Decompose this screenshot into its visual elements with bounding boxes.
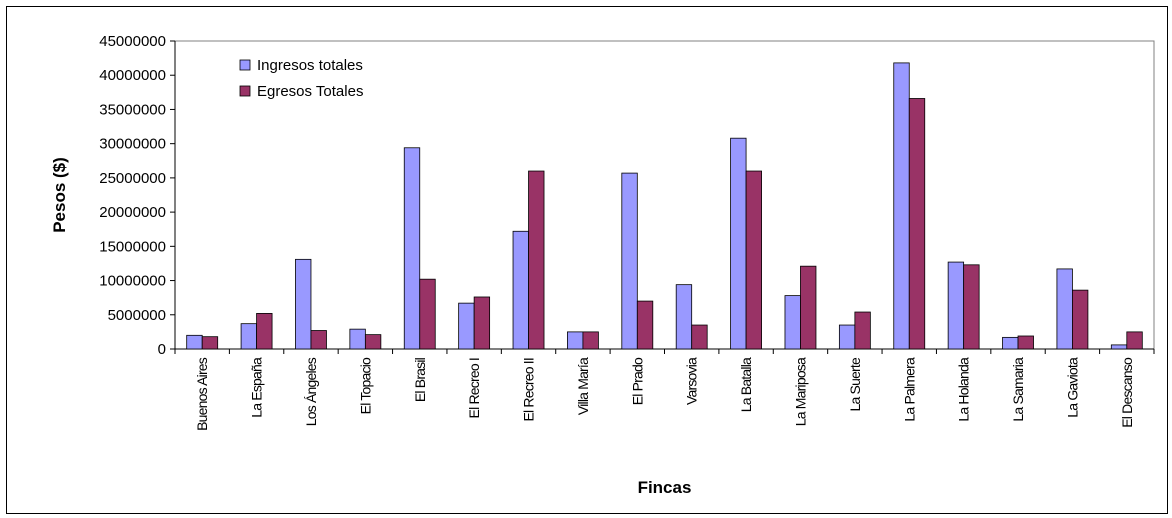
bar-ingresos (839, 325, 855, 349)
bar-egresos (257, 313, 273, 349)
bar-egresos (202, 337, 218, 349)
bar-ingresos (1003, 337, 1019, 349)
bar-egresos (1072, 290, 1088, 349)
x-tick-label: La Mariposa (792, 357, 808, 426)
x-axis-title: Fincas (638, 478, 692, 497)
x-tick-label: La Samaria (1010, 357, 1026, 422)
bar-ingresos (622, 173, 638, 349)
bar-egresos (909, 98, 925, 349)
bar-egresos (1127, 332, 1143, 349)
x-tick-label: La España (249, 357, 265, 418)
bar-ingresos (676, 285, 692, 349)
bar-ingresos (894, 63, 910, 349)
bar-ingresos (350, 329, 366, 349)
legend-swatch (240, 60, 250, 70)
bars-group (187, 63, 1143, 349)
y-tick-label: 40000000 (99, 67, 166, 84)
bar-ingresos (295, 259, 311, 349)
bar-egresos (583, 332, 599, 349)
y-tick-label: 0 (158, 341, 166, 358)
bar-egresos (474, 297, 490, 349)
bar-egresos (692, 325, 708, 349)
bar-ingresos (459, 303, 475, 349)
bar-egresos (746, 171, 762, 349)
legend-label: Ingresos totales (257, 57, 363, 74)
y-tick-label: 35000000 (99, 101, 166, 118)
bar-egresos (1018, 336, 1034, 349)
bar-egresos (855, 312, 871, 349)
y-tick-label: 45000000 (99, 33, 166, 50)
x-tick-label: La Holanda (956, 357, 972, 422)
x-tick-label: El Topacio (357, 357, 373, 414)
x-tick-label: Varsovia (684, 357, 700, 405)
bar-ingresos (404, 148, 420, 349)
x-tick-label: El Descanso (1119, 357, 1135, 428)
y-tick-label: 30000000 (99, 136, 166, 153)
y-tick-label: 10000000 (99, 273, 166, 290)
bar-egresos (637, 301, 653, 349)
bar-ingresos (241, 324, 256, 349)
bar-egresos (311, 331, 327, 349)
legend-swatch (240, 86, 250, 96)
bar-ingresos (948, 262, 964, 349)
y-tick-label: 15000000 (99, 238, 166, 255)
x-tick-label: Buenos Aires (194, 357, 210, 431)
x-tick-label: La Batalla (738, 357, 754, 412)
bar-egresos (365, 335, 381, 349)
legend-label: Egresos Totales (257, 83, 363, 100)
x-tick-label: Villa María (575, 357, 591, 415)
x-tick-label: La Gaviota (1064, 357, 1080, 418)
bar-egresos (529, 171, 545, 349)
bar-ingresos (513, 231, 529, 349)
legend: Ingresos totales Egresos Totales (240, 57, 363, 100)
bar-egresos (964, 265, 980, 349)
x-tick-label: El Brasil (412, 357, 428, 402)
x-tick-label: El Prado (629, 357, 645, 405)
y-tick-label: 5000000 (108, 307, 166, 324)
bar-ingresos (785, 296, 801, 349)
bar-ingresos (1111, 345, 1127, 349)
y-tick-label: 25000000 (99, 170, 166, 187)
x-axis: Buenos Aires La España Los Ángeles El Topac… (175, 349, 1154, 431)
x-tick-label: El Recreo I (466, 358, 482, 418)
bar-ingresos (567, 332, 583, 349)
x-tick-label: La Palmera (901, 357, 917, 422)
x-tick-label: Los Ángeles (303, 357, 319, 426)
bar-egresos (800, 266, 816, 349)
y-tick-label: 20000000 (99, 204, 166, 221)
x-tick-label: El Recreo II (521, 358, 537, 422)
x-tick-label: La Suerte (847, 357, 863, 412)
bar-chart: 0 5000000 10000000 15000000 20000000 25000000… (7, 7, 1167, 513)
bar-ingresos (731, 138, 747, 349)
y-axis-title: Pesos ($) (50, 157, 69, 233)
bar-egresos (420, 279, 436, 349)
bar-ingresos (1057, 269, 1073, 349)
chart-frame: 0 5000000 10000000 15000000 20000000 25000000… (6, 6, 1168, 514)
bar-ingresos (187, 335, 203, 349)
